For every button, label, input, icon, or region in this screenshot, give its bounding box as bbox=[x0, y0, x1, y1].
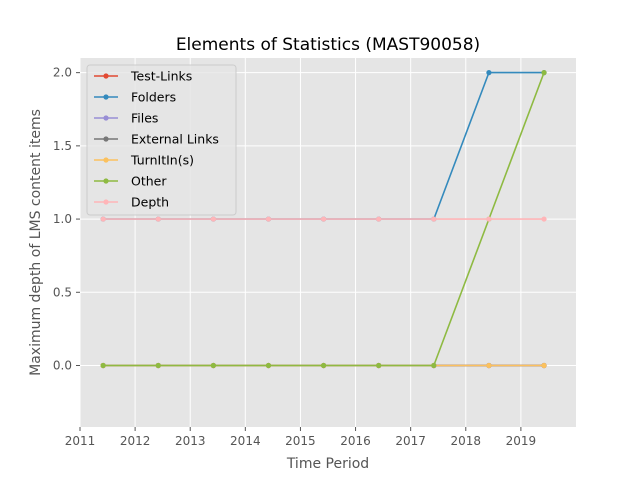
x-tick-label: 2019 bbox=[506, 434, 537, 448]
x-tick-label: 2015 bbox=[285, 434, 316, 448]
legend-label: Files bbox=[131, 111, 158, 126]
y-tick-label: 0.0 bbox=[53, 359, 72, 373]
legend-label: Depth bbox=[131, 195, 169, 210]
legend-box bbox=[86, 64, 237, 216]
x-tick-label: 2014 bbox=[230, 434, 261, 448]
data-point-other bbox=[265, 362, 272, 369]
data-point-depth bbox=[155, 216, 161, 222]
chart-title: Elements of Statistics (MAST90058) bbox=[176, 35, 480, 55]
legend-label: Folders bbox=[131, 90, 176, 105]
legend-marker bbox=[103, 94, 109, 100]
legend-label: Test-Links bbox=[130, 69, 192, 84]
y-axis-label: Maximum depth of LMS content items bbox=[28, 109, 44, 376]
series-layer bbox=[100, 70, 547, 369]
legend-item: Folders bbox=[94, 90, 176, 105]
data-point-other bbox=[155, 362, 161, 369]
legend-marker bbox=[103, 136, 109, 142]
data-point-turnitin-s bbox=[541, 362, 547, 369]
x-tick-label: 2011 bbox=[65, 434, 96, 448]
series-depth bbox=[100, 216, 547, 222]
data-point-turnitin-s bbox=[486, 362, 492, 369]
data-point-other bbox=[541, 70, 547, 76]
legend-item: Files bbox=[94, 111, 158, 126]
legend-item: External Links bbox=[94, 132, 219, 147]
x-tick-label: 2018 bbox=[451, 434, 482, 448]
legend-item: Test-Links bbox=[94, 69, 192, 84]
data-point-other bbox=[376, 362, 382, 369]
data-point-depth bbox=[431, 216, 437, 222]
x-tick-label: 2017 bbox=[395, 434, 426, 448]
x-tick-label: 2013 bbox=[175, 434, 206, 448]
legend-marker bbox=[103, 115, 109, 121]
data-point-other bbox=[431, 362, 437, 369]
x-tick-label: 2016 bbox=[340, 434, 371, 448]
legend: Test-Links Folders Files External Links Turn… bbox=[86, 64, 237, 216]
legend-item: Other bbox=[94, 174, 167, 189]
x-axis-label: Time Period bbox=[286, 456, 369, 472]
legend-label: External Links bbox=[131, 132, 219, 147]
data-point-depth bbox=[210, 216, 216, 222]
x-tick-label: 2012 bbox=[120, 434, 151, 448]
legend-marker bbox=[103, 178, 109, 184]
data-point-depth bbox=[320, 216, 327, 222]
legend-label: TurnItIn(s) bbox=[130, 153, 194, 168]
legend-item: TurnItIn(s) bbox=[94, 153, 194, 168]
x-axis-ticks: 2011 2012 2013 2014 2015 2016 2017 2018 2019 bbox=[65, 427, 536, 448]
data-point-depth bbox=[486, 216, 492, 222]
data-point-other bbox=[320, 362, 327, 369]
legend-marker bbox=[103, 199, 109, 205]
legend-item: Depth bbox=[94, 195, 169, 210]
y-tick-label: 0.5 bbox=[53, 285, 72, 299]
data-point-other bbox=[100, 362, 106, 369]
data-point-depth bbox=[100, 216, 106, 222]
data-point-folders bbox=[486, 70, 492, 76]
legend-marker bbox=[103, 73, 109, 79]
y-tick-label: 1.5 bbox=[53, 139, 72, 153]
data-point-other bbox=[210, 362, 216, 369]
y-tick-label: 2.0 bbox=[53, 66, 72, 80]
series-other bbox=[100, 70, 547, 369]
legend-label: Other bbox=[131, 174, 167, 189]
data-point-depth bbox=[541, 216, 547, 222]
y-tick-label: 1.0 bbox=[53, 212, 72, 226]
data-point-depth bbox=[376, 216, 382, 222]
y-axis-ticks: 0.0 0.5 1.0 1.5 2.0 bbox=[53, 66, 80, 373]
data-point-depth bbox=[265, 216, 272, 222]
legend-marker bbox=[103, 157, 109, 163]
